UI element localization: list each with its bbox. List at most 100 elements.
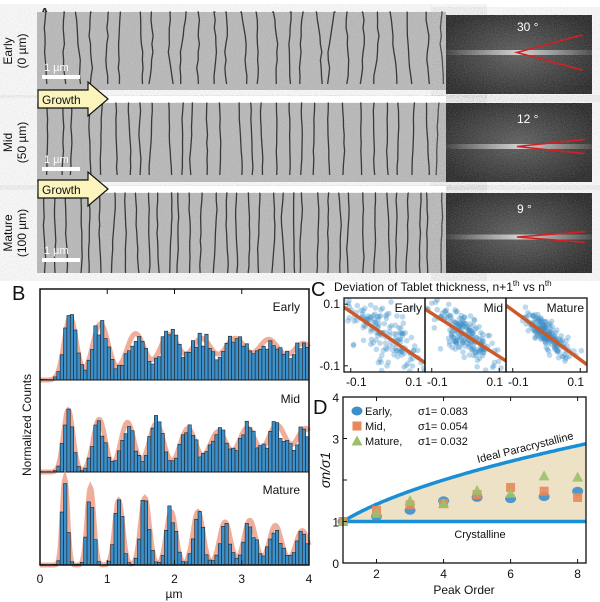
data-point [541, 323, 547, 329]
x-tick-label: 1 [104, 572, 111, 586]
tablet-boundary-line [327, 102, 331, 176]
tablet-boundary-line [396, 102, 400, 176]
histogram-bar [261, 345, 266, 381]
histogram-bar [221, 351, 226, 381]
data-point [471, 326, 478, 333]
tablet-boundary-line [74, 11, 82, 85]
data-point [537, 321, 543, 328]
panel-label-b: B [12, 283, 25, 305]
data-point [410, 347, 417, 354]
histogram-bar [285, 555, 290, 566]
histogram-bar [271, 532, 276, 566]
tablet-boundary-line [199, 192, 203, 274]
data-point [466, 327, 473, 333]
data-point [403, 362, 410, 369]
histogram-bar [275, 529, 280, 566]
x-tick-label: 2 [373, 567, 380, 581]
tablet-boundary-line [188, 192, 191, 274]
data-point [554, 348, 561, 354]
histogram-bar [248, 427, 253, 473]
tablet-boundary-line [234, 192, 239, 274]
histogram-bar [291, 354, 296, 381]
x-tick-label: 0 [37, 572, 44, 586]
data-point [460, 337, 467, 344]
tablet-boundary-line [224, 11, 228, 85]
triangle-marker [538, 470, 550, 481]
data-point [393, 331, 400, 338]
data-point [378, 359, 384, 365]
data-point [460, 322, 467, 329]
data-point [538, 333, 544, 339]
data-point [466, 325, 472, 332]
data-point [541, 322, 548, 329]
data-point [489, 364, 496, 371]
histogram-bar [86, 457, 91, 473]
data-point [532, 329, 539, 336]
data-point [555, 354, 562, 361]
data-point [546, 328, 553, 335]
histogram-bar [147, 529, 152, 566]
data-point [452, 319, 459, 326]
micrograph-row-mature: 1 µm Mature (100 µm) 9 ° [1, 192, 592, 274]
tablet-boundary-line [338, 192, 342, 274]
stage-label: Mature [1, 214, 15, 252]
data-point [372, 305, 379, 311]
tablet-boundary-line [312, 102, 316, 176]
data-point [399, 330, 406, 336]
histogram-bar [59, 354, 64, 381]
data-point [476, 324, 482, 330]
data-point [542, 325, 548, 331]
data-point [549, 323, 556, 330]
data-point [546, 339, 552, 346]
histogram-bar [174, 531, 179, 566]
data-point [454, 334, 461, 341]
data-point [430, 364, 436, 370]
histogram-bar [231, 447, 236, 473]
data-point [396, 325, 402, 331]
data-point [444, 311, 450, 318]
data-point [471, 352, 477, 359]
data-point [525, 328, 532, 334]
data-point [454, 320, 460, 327]
data-point [491, 359, 498, 366]
histogram-bar [164, 330, 169, 381]
x-tick-label: 2 [171, 572, 178, 586]
histogram-bar [133, 557, 138, 566]
stage-label: Mid [1, 133, 15, 152]
data-point [467, 313, 474, 319]
tablet-boundary-line [280, 192, 286, 274]
fft-angle-wedge [513, 34, 583, 71]
histogram-bar [167, 460, 172, 473]
data-point [529, 312, 536, 319]
data-point [468, 329, 475, 335]
histogram-bar [228, 335, 232, 381]
data-point [459, 340, 466, 346]
scatter-mid: Mid -0.1 0.1 [424, 297, 507, 389]
data-point [377, 340, 383, 346]
data-point [545, 322, 552, 328]
panel-c-title: Deviation of Tablet thickness, n+1th vs … [334, 279, 552, 294]
histogram-bar [251, 537, 256, 566]
histogram-bar [204, 451, 209, 473]
arrow-shape [37, 170, 109, 208]
data-point [398, 330, 405, 337]
tablet-boundary-line [168, 102, 173, 176]
tablet-boundary-line [271, 192, 276, 274]
panel-b-xlabel: µm [166, 587, 183, 601]
data-point [362, 305, 368, 312]
histogram-bar [258, 348, 263, 381]
data-point [386, 328, 393, 335]
histogram-bar [214, 554, 219, 566]
histogram-bar [261, 555, 266, 566]
data-point [386, 310, 392, 317]
data-point [463, 325, 470, 332]
data-point [371, 320, 377, 326]
data-point [534, 330, 541, 336]
tablet-boundary-line [156, 192, 160, 274]
subplot-frame [505, 297, 588, 373]
data-point [543, 325, 550, 331]
data-point [539, 318, 545, 324]
fft-angle-label: 9 ° [517, 202, 532, 216]
fft-angle-wedge [516, 230, 585, 244]
histogram-bar [295, 540, 300, 566]
